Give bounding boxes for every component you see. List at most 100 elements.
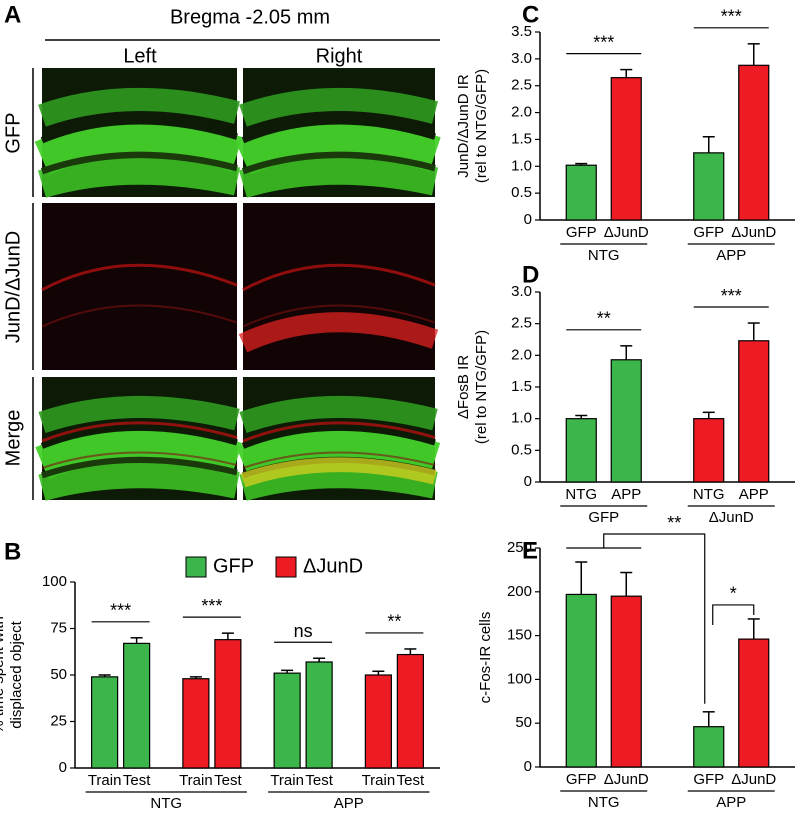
tissue-band <box>242 451 436 469</box>
y-tick-label: 2.5 <box>511 77 532 94</box>
row-label: Merge <box>2 410 24 467</box>
tissue-band <box>239 87 438 127</box>
y-tick-label: 50 <box>515 714 532 731</box>
group-label: APP <box>716 794 746 811</box>
bar <box>91 676 119 769</box>
bar <box>693 152 725 221</box>
x-tick-label: GFP <box>566 771 597 788</box>
x-tick-label: Test <box>123 772 151 789</box>
y-axis-label: % time spent with <box>0 616 7 734</box>
y-tick-label: 200 <box>507 583 532 600</box>
tissue-band <box>235 119 441 175</box>
significance-bracket <box>712 604 755 625</box>
y-tick-label: 1.0 <box>511 410 532 427</box>
group-label: NTG <box>588 794 620 811</box>
tissue-band <box>41 451 238 469</box>
y-axis-label: JunD/ΔJunD IR <box>455 74 472 178</box>
y-axis-label: ΔFosB IR <box>455 355 472 419</box>
bar <box>565 164 597 221</box>
y-tick-label: 2.0 <box>511 346 532 363</box>
bar <box>565 418 597 483</box>
x-tick-label: GFP <box>693 771 724 788</box>
x-tick-label: GFP <box>566 224 597 241</box>
tissue-band <box>40 151 238 175</box>
y-tick-label: 0.5 <box>511 441 532 458</box>
tissue-band <box>238 156 439 198</box>
bar <box>214 639 242 769</box>
x-tick-label: APP <box>739 486 769 503</box>
group-label: NTG <box>150 795 182 812</box>
panel-letter: A <box>4 1 21 28</box>
tissue-band <box>38 87 240 127</box>
y-axis-label: (rel to NTG/GFP) <box>473 330 490 444</box>
y-tick-label: 0 <box>524 473 532 490</box>
x-tick-label: Train <box>179 772 213 789</box>
y-tick-label: 1.5 <box>511 378 532 395</box>
tissue-band <box>38 461 240 501</box>
bar <box>305 661 333 769</box>
y-tick-label: 50 <box>50 666 67 683</box>
significance-label: *** <box>110 601 131 621</box>
bar <box>565 593 597 768</box>
tissue-band <box>40 424 238 449</box>
micrograph <box>42 203 237 370</box>
y-tick-label: 0 <box>524 211 532 228</box>
y-tick-label: 2.0 <box>511 104 532 121</box>
tissue-band <box>38 395 240 434</box>
tissue-band <box>239 461 438 501</box>
tissue-band <box>242 421 436 443</box>
x-tick-label: ΔJunD <box>731 771 776 788</box>
legend-swatch <box>185 556 207 578</box>
group-label: APP <box>716 247 746 264</box>
bar <box>610 595 642 768</box>
y-tick-label: 1.0 <box>511 157 532 174</box>
tissue-band <box>41 421 238 443</box>
y-tick-label: 100 <box>507 670 532 687</box>
significance-label: ** <box>387 612 401 632</box>
significance-label: *** <box>721 286 742 306</box>
tissue-band <box>240 457 437 488</box>
row-label: GFP <box>2 112 24 153</box>
significance-bracket <box>566 533 706 704</box>
y-tick-label: 0 <box>59 759 67 776</box>
tissue-band <box>239 395 438 434</box>
tissue-band <box>40 118 238 144</box>
x-tick-label: APP <box>611 486 641 503</box>
group-label: NTG <box>588 247 620 264</box>
tissue-band <box>41 304 238 328</box>
legend-label: ΔJunD <box>303 555 363 577</box>
bar <box>610 77 642 221</box>
panel-letter: C <box>522 1 539 28</box>
group-label: APP <box>334 795 364 812</box>
x-tick-label: ΔJunD <box>731 224 776 241</box>
y-tick-label: 2.5 <box>511 315 532 332</box>
panel-title: Bregma -2.05 mm <box>170 6 330 28</box>
column-label: Left <box>123 45 157 67</box>
bar <box>693 726 725 768</box>
tissue-band <box>38 156 240 198</box>
y-tick-label: 0 <box>524 758 532 775</box>
bar <box>693 418 725 483</box>
tissue-band <box>242 304 436 328</box>
y-axis-label: displaced object <box>8 620 25 728</box>
micrographs <box>32 68 441 501</box>
x-tick-label: Train <box>362 772 396 789</box>
x-tick-label: NTG <box>693 486 725 503</box>
group-label: ΔJunD <box>709 509 754 526</box>
x-tick-label: NTG <box>565 486 597 503</box>
significance-label: *** <box>721 7 742 27</box>
significance-label: * <box>730 584 737 604</box>
tissue-band <box>34 119 243 175</box>
legend-label: GFP <box>213 555 254 577</box>
group-label: GFP <box>588 509 619 526</box>
tissue-band <box>242 263 436 292</box>
bar <box>396 653 424 769</box>
tissue-band <box>241 151 436 175</box>
y-tick-label: 1.5 <box>511 130 532 147</box>
significance-label: ** <box>667 513 681 533</box>
bar <box>610 359 642 483</box>
significance-label: ** <box>597 309 611 329</box>
significance-label: *** <box>201 596 222 616</box>
row-label: JunD/ΔJunD <box>2 231 24 343</box>
